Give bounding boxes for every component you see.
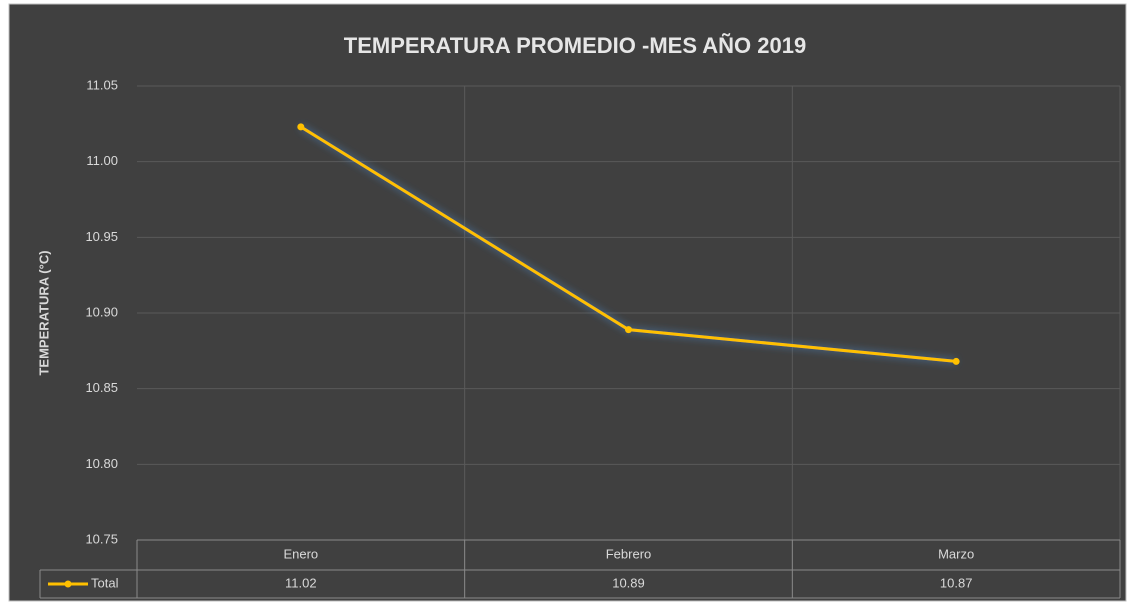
data-table-value: 11.02 bbox=[285, 575, 317, 590]
legend-label: Total bbox=[91, 575, 119, 590]
data-table-value: 10.87 bbox=[940, 575, 973, 590]
data-table-value: 10.89 bbox=[612, 575, 645, 590]
y-tick-label: 10.95 bbox=[85, 229, 118, 244]
x-tick-label: Febrero bbox=[606, 546, 652, 561]
y-tick-label: 10.90 bbox=[85, 304, 118, 319]
y-tick-label: 10.85 bbox=[85, 380, 118, 395]
chart-background bbox=[8, 3, 1127, 602]
marker bbox=[625, 326, 632, 334]
y-axis-label: TEMPERATURA (°C) bbox=[36, 250, 51, 375]
y-tick-label: 10.75 bbox=[85, 531, 118, 546]
y-tick-label: 10.80 bbox=[85, 456, 118, 471]
chart-title: TEMPERATURA PROMEDIO -MES AÑO 2019 bbox=[344, 33, 806, 58]
x-tick-label: Enero bbox=[283, 546, 318, 561]
marker bbox=[297, 123, 305, 131]
legend-marker bbox=[64, 580, 72, 588]
y-tick-label: 11.00 bbox=[86, 153, 118, 168]
x-tick-label: Marzo bbox=[938, 546, 974, 561]
marker bbox=[952, 357, 960, 365]
y-tick-label: 11.05 bbox=[86, 77, 118, 92]
